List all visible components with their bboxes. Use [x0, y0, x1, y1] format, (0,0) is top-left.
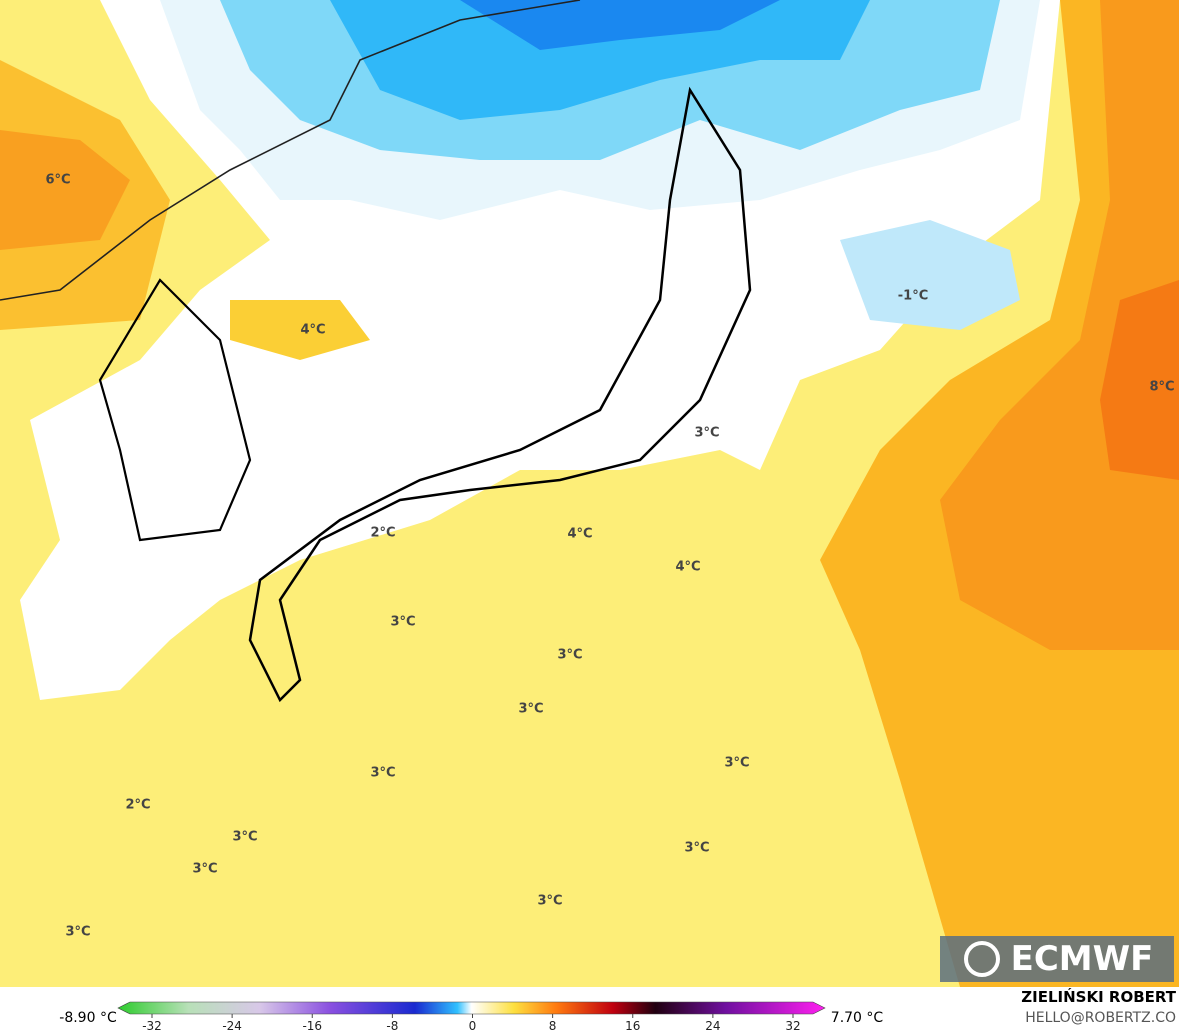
author: ZIELIŃSKI ROBERT: [1021, 987, 1176, 1006]
map: [0, 0, 1179, 987]
tick-label: 8: [549, 1019, 557, 1033]
contour-label: 4°C: [300, 323, 325, 338]
contour-label: 3°C: [232, 830, 257, 845]
colorbar: [117, 1001, 826, 1015]
contour-label: 3°C: [684, 841, 709, 856]
tick-label: 0: [469, 1019, 477, 1033]
contour-label: 4°C: [567, 527, 592, 542]
contour-label: 4°C: [675, 560, 700, 575]
tick-label: 32: [785, 1019, 800, 1033]
contour-label: 3°C: [370, 766, 395, 781]
contour-label: 3°C: [390, 615, 415, 630]
contour-label: 3°C: [518, 702, 543, 717]
contour-label: 3°C: [694, 426, 719, 441]
contour-label: 8°C: [1149, 380, 1174, 395]
min-label: -8.90 °C: [59, 1010, 117, 1026]
tick-label: 24: [705, 1019, 720, 1033]
contour-label: 2°C: [125, 798, 150, 813]
logo-text: ECMWF: [1011, 939, 1154, 979]
contour-label: 3°C: [724, 756, 749, 771]
tick-label: -32: [142, 1019, 162, 1033]
tick-label: -16: [302, 1019, 322, 1033]
contour-label: -1°C: [898, 289, 928, 304]
contour-label: 3°C: [192, 862, 217, 877]
contour-label: 3°C: [557, 648, 582, 663]
logo: ECMWF: [940, 936, 1174, 982]
contour-label: 3°C: [65, 925, 90, 940]
contour-labels: 6°C 4°C -1°C 8°C 3°C 2°C 4°C 4°C 3°C 3°C…: [45, 173, 1174, 940]
contour-label: 3°C: [537, 894, 562, 909]
colorbar-ticks: -32 -24 -16 -8 0 8 16 24 32: [142, 1014, 801, 1033]
contour-label: 2°C: [370, 526, 395, 541]
contour-label: 6°C: [45, 173, 70, 188]
tick-label: -8: [386, 1019, 398, 1033]
email: HELLO@ROBERTZ.CO: [1025, 1010, 1176, 1026]
tick-label: -24: [222, 1019, 242, 1033]
tick-label: 16: [625, 1019, 640, 1033]
max-label: 7.70 °C: [831, 1010, 884, 1026]
